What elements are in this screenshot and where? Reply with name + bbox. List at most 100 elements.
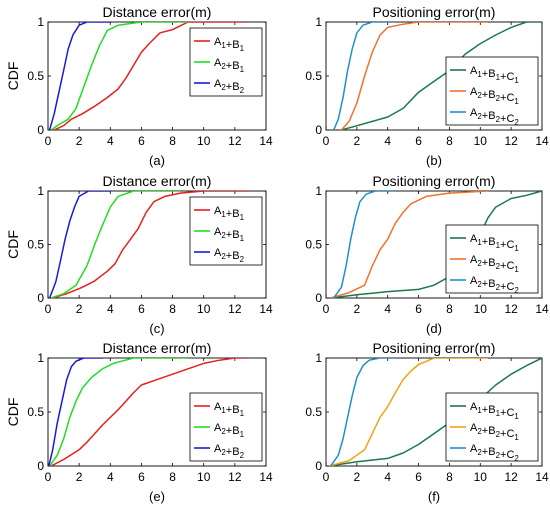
y-axis-label: CDF <box>5 62 21 91</box>
legend-label: A1+B1+C1 <box>470 401 519 421</box>
x-tick-label: 8 <box>446 302 453 316</box>
legend-label: A1+B1 <box>214 205 245 222</box>
panel-caption: (b) <box>426 153 442 168</box>
x-tick-label: 6 <box>415 134 422 148</box>
legend-label-text: A <box>470 233 478 245</box>
chart-title: Distance error(m) <box>103 4 212 20</box>
legend-label-subscript: 2 <box>477 112 482 121</box>
legend-label-subscript: 2 <box>221 231 226 240</box>
x-tick-label: 14 <box>259 302 273 316</box>
legend-label: A2+B2+C1 <box>470 422 519 442</box>
x-tick-label: 6 <box>415 470 422 484</box>
y-tick-label: 0.5 <box>27 69 44 83</box>
legend-label-text: A <box>214 205 222 217</box>
y-tick-label: 0 <box>315 459 322 473</box>
x-tick-label: 6 <box>138 134 145 148</box>
series-line-3 <box>329 358 396 466</box>
x-tick-label: 14 <box>259 134 273 148</box>
legend-label-text: +B <box>482 89 496 101</box>
legend-label-subscript: 1 <box>221 210 226 219</box>
legend-label-subscript: 1 <box>240 213 245 222</box>
x-tick-label: 4 <box>384 302 391 316</box>
legend-label-subscript: 2 <box>221 427 226 436</box>
chart-title: Positioning error(m) <box>373 4 496 20</box>
legend-label: A1+B1+C1 <box>470 233 519 253</box>
legend-label-text: A <box>214 401 222 413</box>
legend-label: A1+B1+C1 <box>470 65 519 85</box>
legend-label-text: +B <box>226 404 240 416</box>
legend-label-subscript: 1 <box>240 44 245 53</box>
x-tick-label: 12 <box>228 470 242 484</box>
legend-label-text: +B <box>482 110 496 122</box>
legend-label-text: A <box>470 254 478 266</box>
legend-label-subscript: 2 <box>240 255 245 264</box>
y-tick-label: 0 <box>315 291 322 305</box>
series-line-3 <box>48 191 111 298</box>
x-tick-label: 8 <box>169 470 176 484</box>
legend-label: A1+B1 <box>214 401 245 418</box>
x-tick-label: 12 <box>228 134 242 148</box>
legend-label-text: +B <box>482 278 496 290</box>
x-tick-label: 10 <box>474 134 488 148</box>
legend-label-subscript: 1 <box>221 41 226 50</box>
legend-label-subscript: 1 <box>477 238 482 247</box>
legend-label-subscript: 2 <box>477 91 482 100</box>
legend-label-text: +C <box>500 92 514 104</box>
x-tick-label: 10 <box>197 470 211 484</box>
series-group <box>48 22 248 130</box>
legend-label-subscript: 1 <box>496 241 501 250</box>
x-tick-label: 12 <box>504 134 518 148</box>
legend-label: A2+B2 <box>214 78 245 95</box>
y-tick-label: 0 <box>37 291 44 305</box>
legend-label-text: A <box>470 275 478 287</box>
legend-label-text: +B <box>482 257 496 269</box>
legend-label: A2+B2+C1 <box>470 86 519 106</box>
x-tick-label: 2 <box>76 302 83 316</box>
legend-label-text: +B <box>226 250 240 262</box>
legend-label-text: +C <box>500 281 514 293</box>
legend-label-text: +B <box>226 425 240 437</box>
x-tick-label: 4 <box>107 470 114 484</box>
series-line-1 <box>50 358 248 466</box>
legend-label: A2+B2+C1 <box>470 254 519 274</box>
legend-label-text: +B <box>226 229 240 241</box>
series-line-3 <box>333 22 396 130</box>
legend-label-text: +B <box>482 446 496 458</box>
legend-label-text: +C <box>500 260 514 272</box>
series-line-2 <box>340 22 488 130</box>
legend-label-subscript: 2 <box>221 448 226 457</box>
x-tick-label: 2 <box>76 470 83 484</box>
y-tick-label: 0 <box>37 123 44 137</box>
series-line-1 <box>52 191 248 298</box>
legend-label-subscript: 2 <box>496 94 501 103</box>
y-tick-label: 0.5 <box>27 405 44 419</box>
series-group <box>333 22 542 130</box>
legend-label-subscript: 2 <box>477 427 482 436</box>
legend-label-text: A <box>214 247 222 259</box>
y-axis-label: CDF <box>5 230 21 259</box>
x-tick-label: 0 <box>45 302 52 316</box>
x-tick-label: 8 <box>446 470 453 484</box>
series-line-2 <box>48 358 189 466</box>
y-tick-label: 0.5 <box>305 69 322 83</box>
x-tick-label: 4 <box>107 134 114 148</box>
legend-label-subscript: 1 <box>240 409 245 418</box>
legend-label-text: +B <box>226 208 240 220</box>
series-line-2 <box>50 191 181 298</box>
x-tick-label: 14 <box>259 470 273 484</box>
x-tick-label: 14 <box>535 470 549 484</box>
chart-title: Positioning error(m) <box>373 173 496 189</box>
legend-label: A2+B1 <box>214 422 245 439</box>
series-line-3 <box>333 191 396 298</box>
legend-label-text: +C <box>500 449 514 461</box>
x-tick-label: 6 <box>138 302 145 316</box>
legend-label-text: +B <box>482 236 496 248</box>
panel-caption: (d) <box>426 321 442 336</box>
legend-label-subscript: 2 <box>221 83 226 92</box>
legend-label-text: +B <box>226 81 240 93</box>
x-tick-label: 4 <box>384 470 391 484</box>
legend-label-subscript: 2 <box>240 86 245 95</box>
